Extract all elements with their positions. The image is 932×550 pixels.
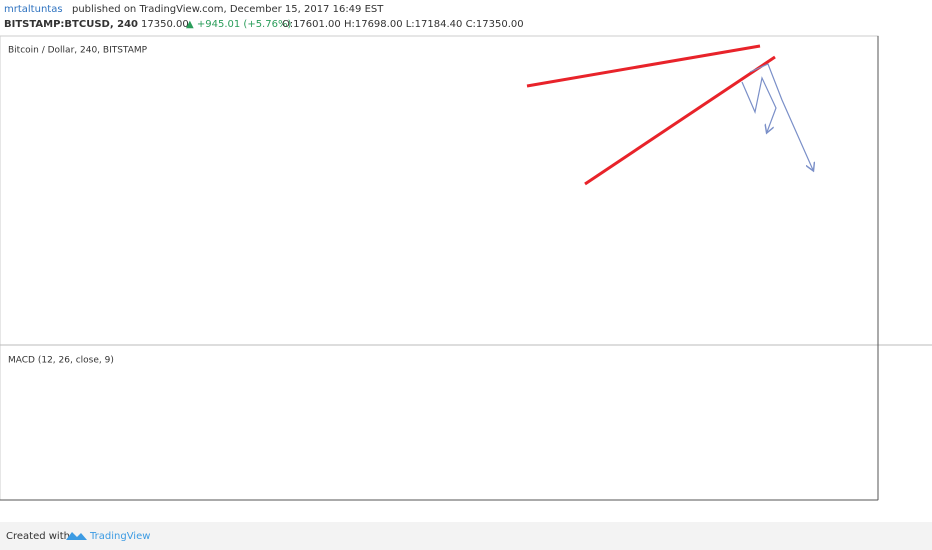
trend-line [584,55,776,186]
footer-brand[interactable]: TradingView [89,531,150,542]
footer-created: Created with [6,531,70,542]
published: published on TradingView.com, December 1… [72,4,384,15]
macd-legend: MACD (12, 26, close, 9) [8,356,114,366]
author[interactable]: mrtaltuntas [4,4,63,15]
logo [66,532,87,540]
change: ▲ +945.01 (+5.76%) [186,19,291,30]
price-legend: Bitcoin / Dollar, 240, BITSTAMP [8,46,148,56]
symbol: BITSTAMP:BTCUSD, 240 [4,19,138,30]
projection-arrow [749,63,813,170]
footer [0,522,932,550]
ohlc: O:17601.00 H:17698.00 L:17184.40 C:17350… [282,19,524,30]
last: 17350.00 [141,19,189,30]
projection-arrow [741,76,777,132]
trend-line [526,44,761,88]
